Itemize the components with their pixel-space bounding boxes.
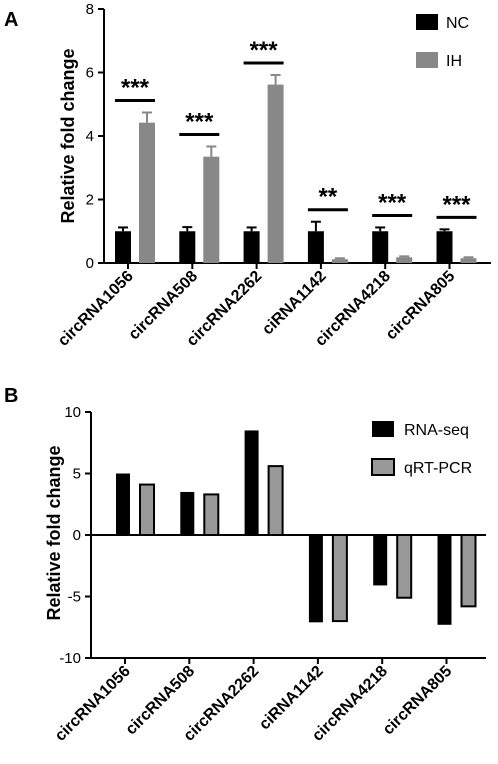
panel-b-bars [116, 430, 477, 625]
panel-b-y-tick-label: 0 [73, 527, 81, 544]
panel-b-legend-label-rna-seq: RNA-seq [404, 422, 469, 439]
panel-b-bar-rna-seq [180, 491, 195, 535]
panel-b-x-tick-label: circRNA1056 [52, 663, 134, 745]
panel-a-legend-swatch-nc [416, 14, 438, 30]
panel-a-x-tick-label: circRNA805 [383, 268, 459, 344]
panel-a-legend-label-ih: IH [446, 53, 462, 70]
panel-a-significance-stars: *** [185, 108, 214, 135]
panel-b-bar-rna-seq [116, 473, 130, 535]
panel-b-bar-qrt-pcr [139, 483, 155, 537]
panel-b-bar-rna-seq [437, 535, 452, 625]
panel-a-bar-ih [139, 122, 155, 263]
panel-b-bar-qrt-pcr [460, 534, 477, 608]
panel-a-significance-stars: ** [319, 184, 338, 211]
panel-b-y-tick-label: 5 [73, 466, 81, 483]
panel-a-y-tick-label: 0 [86, 255, 94, 272]
panel-a-y-tick-label: 2 [86, 192, 94, 209]
panel-b: B Relative fold change -10 -5 0 5 10 circRNA… [4, 385, 486, 745]
panel-a-significance-stars: *** [442, 191, 471, 218]
panel-b-legend-label-qrt-pcr: qRT-PCR [404, 460, 472, 477]
panel-b-y-tick-label: -10 [59, 650, 81, 667]
panel-a-bars [115, 74, 477, 263]
panel-a-bar-ih [331, 259, 348, 263]
panel-b-bar-qrt-pcr [396, 534, 413, 599]
panel-b-letter: B [4, 385, 18, 407]
panel-a-legend: NC IH [416, 14, 469, 70]
panel-b-x-ticks: circRNA1056circRNA508circRNA2262ciRNA114… [52, 658, 455, 745]
panel-a-bar-nc [243, 231, 260, 263]
panel-b-bar-qrt-pcr [203, 493, 220, 537]
panel-a-x-tick-label: ciRNA1142 [259, 268, 330, 339]
panel-b-y-tick-label: 10 [64, 404, 81, 421]
panel-b-bar-rna-seq [244, 430, 259, 535]
panel-a-y-axis-label: Relative fold change [58, 48, 78, 223]
panel-a-y-tick-label: 6 [86, 65, 94, 82]
panel-b-bar-rna-seq [373, 535, 388, 586]
panel-a-x-tick-label: circRNA1056 [55, 268, 137, 350]
panel-b-bar-qrt-pcr [267, 465, 284, 536]
panel-a-bar-nc [179, 231, 196, 263]
panel-a-letter: A [4, 9, 18, 31]
panel-a-bar-nc [436, 231, 453, 263]
panel-b-y-ticks: -10 -5 0 5 10 [59, 404, 486, 667]
panel-a-bar-nc [372, 231, 389, 263]
panel-a-bar-ih [396, 257, 413, 263]
panel-a-legend-swatch-ih [416, 52, 438, 68]
panel-a-bar-ih [203, 156, 220, 263]
panel-a-x-ticks: circRNA1056circRNA508circRNA2262ciRNA114… [55, 263, 458, 350]
panel-a-legend-label-nc: NC [446, 15, 469, 32]
panel-b-bar-rna-seq [308, 535, 323, 623]
panel-b-y-axis-label: Relative fold change [44, 445, 64, 620]
panel-a-significance-stars: *** [250, 37, 279, 64]
panel-a-bar-nc [307, 231, 324, 263]
panel-a-bar-ih [460, 258, 477, 263]
panel-a-significance: *********** *** *** [115, 37, 477, 219]
panel-a-bar-nc [115, 231, 131, 263]
panel-a-bar-ih [267, 84, 284, 263]
panel-b-y-tick-label: -5 [68, 589, 81, 606]
panel-b-legend: RNA-seq qRT-PCR [371, 421, 472, 477]
panel-b-legend-swatch-qrt-pcr [371, 458, 395, 476]
panel-a-y-tick-label: 4 [86, 128, 94, 145]
panel-a-significance-stars: *** [121, 75, 150, 102]
panel-a-significance-stars: *** [378, 189, 407, 216]
panel-b-legend-swatch-rna-seq [372, 421, 394, 437]
panel-b-x-tick-label: circRNA805 [380, 663, 456, 739]
panel-b-bar-qrt-pcr [331, 534, 348, 623]
panel-a-y-ticks: 0 2 4 6 8 [86, 1, 491, 272]
panel-b-x-tick-label: ciRNA1142 [256, 663, 327, 734]
panel-a-y-tick-label: 8 [86, 1, 94, 18]
